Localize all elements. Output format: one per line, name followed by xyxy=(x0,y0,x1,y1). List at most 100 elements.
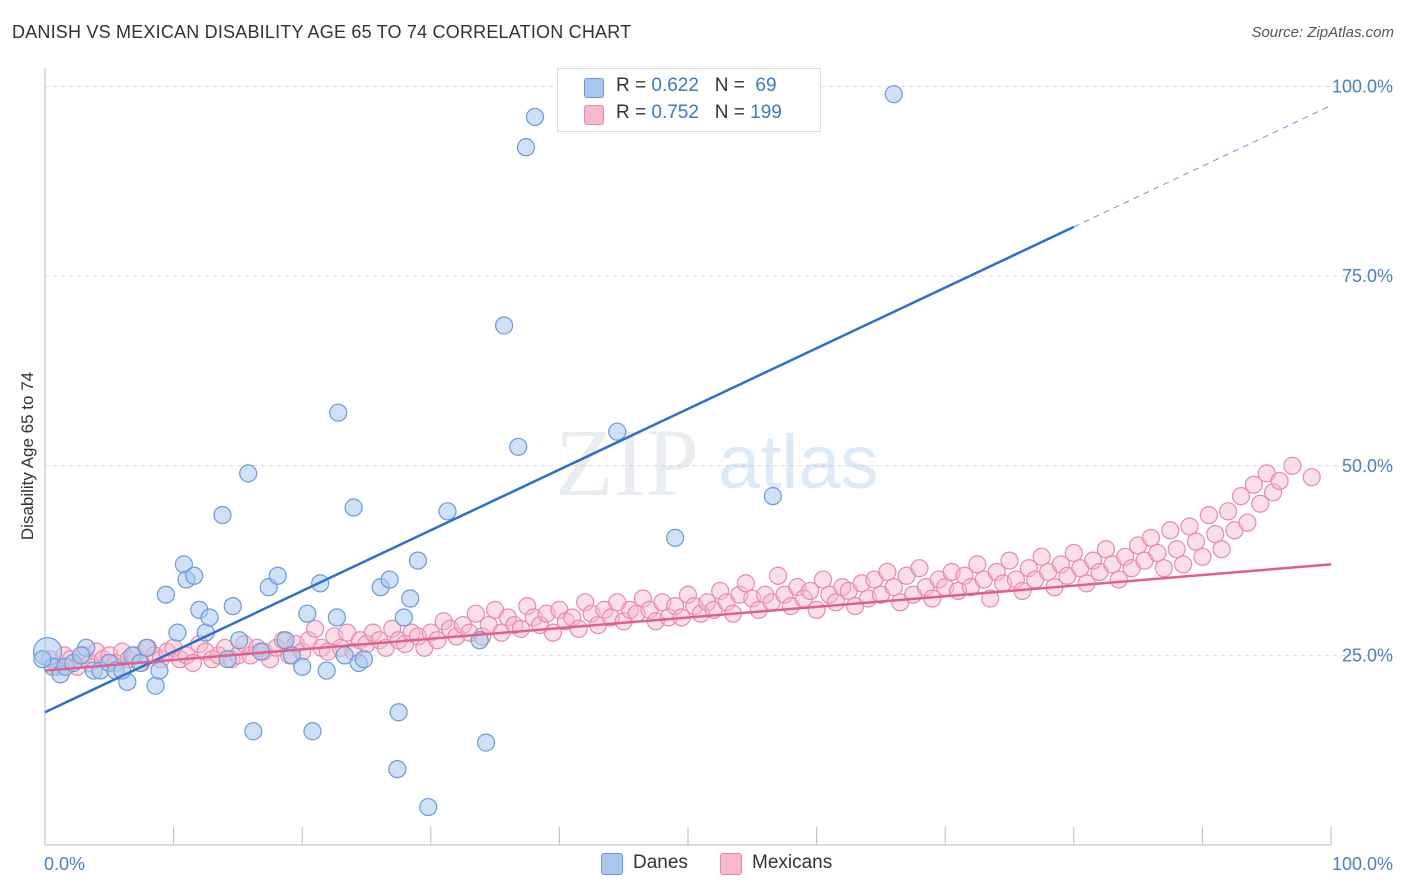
mexicans-point xyxy=(434,612,453,631)
mexicans-point xyxy=(1154,559,1173,578)
danes-point xyxy=(344,498,363,517)
danes-point xyxy=(763,487,782,506)
mexicans-point xyxy=(1186,532,1206,551)
mexicans-point xyxy=(466,604,485,623)
y-tick-label: 50.0% xyxy=(1342,456,1393,476)
mexicans-point xyxy=(955,566,974,585)
danes-point xyxy=(419,797,438,817)
danes-point xyxy=(268,566,287,585)
mexicans-point xyxy=(756,585,775,604)
danes-point xyxy=(525,107,545,127)
x-tick-label: 0.0% xyxy=(44,854,85,874)
mexicans-point xyxy=(1109,570,1128,589)
mexicans-point xyxy=(428,631,447,650)
correlation-legend: R = 0.622 N = 69 R = 0.752 N = 199 xyxy=(557,68,821,132)
chart-title: DANISH VS MEXICAN DISABILITY AGE 65 TO 7… xyxy=(12,22,632,42)
mexicans-point xyxy=(421,623,440,642)
mexicans-point xyxy=(1219,502,1238,521)
danes-point xyxy=(230,631,249,650)
mexicans-point xyxy=(511,619,530,638)
source-label: Source: ZipAtlas.com xyxy=(1251,24,1394,41)
danes-point xyxy=(394,608,413,627)
danes-point xyxy=(380,570,399,589)
danes-points xyxy=(32,77,903,817)
mexicans-point xyxy=(1251,494,1270,513)
axes xyxy=(44,68,1332,846)
mexicans-point xyxy=(768,566,788,585)
watermark-atlas: atlas xyxy=(718,420,879,505)
danes-point xyxy=(389,703,408,722)
legend-r-label: R = xyxy=(616,75,652,96)
series-label-mexicans: Mexicans xyxy=(752,852,833,873)
mexicans-point xyxy=(1174,555,1193,574)
danes-point xyxy=(354,650,374,669)
mexicans-point xyxy=(363,623,383,642)
mexicans-point xyxy=(981,589,1000,608)
mexicans-point xyxy=(1199,505,1218,525)
mexicans-point xyxy=(498,608,518,627)
series-swatch-danes xyxy=(601,853,623,875)
legend-swatch-danes xyxy=(584,78,604,98)
danes-point xyxy=(244,722,263,741)
mexicans-point xyxy=(698,593,717,612)
mexicans-trend-line xyxy=(44,563,1332,672)
danes-point xyxy=(495,316,514,335)
mexicans-point xyxy=(884,578,903,597)
mexicans-point xyxy=(576,593,595,612)
mexicans-point xyxy=(383,619,402,638)
danes-point xyxy=(388,760,407,779)
danes-point xyxy=(608,422,627,441)
watermark-zip: ZIP xyxy=(555,409,699,516)
mexicans-point xyxy=(1302,468,1321,487)
mexicans-point xyxy=(1270,471,1289,491)
watermark: ZIP atlas xyxy=(555,409,879,516)
mexicans-point xyxy=(1193,547,1212,566)
mexicans-point xyxy=(305,619,325,638)
tick-labels: 25.0% 50.0% 75.0% 100.0% 0.0% 100.0% xyxy=(44,77,1393,874)
mexicans-point xyxy=(987,562,1006,582)
mexicans-point xyxy=(1212,540,1231,559)
danes-point xyxy=(146,676,165,695)
series-legend: Danes Mexicans xyxy=(0,852,1406,878)
danes-point xyxy=(303,722,322,741)
legend-n-label: N = xyxy=(714,75,751,96)
danes-point xyxy=(239,464,258,483)
y-tick-label: 75.0% xyxy=(1342,266,1393,286)
mexicans-point xyxy=(1006,570,1026,589)
mexicans-point xyxy=(711,581,730,601)
danes-point xyxy=(33,650,52,669)
legend-r-value: 0.622 xyxy=(651,75,699,96)
mexicans-point xyxy=(801,581,820,601)
danes-trend-extension xyxy=(1073,105,1332,228)
mexicans-point xyxy=(1000,551,1019,570)
danes-point xyxy=(666,528,685,547)
danes-point xyxy=(317,661,336,680)
mexicans-point xyxy=(569,619,588,638)
mexicans-point xyxy=(1244,475,1263,494)
danes-point xyxy=(213,505,232,525)
danes-point xyxy=(884,85,903,104)
danes-point xyxy=(438,502,457,521)
legend-n-value: 199 xyxy=(750,102,782,123)
danes-point xyxy=(218,650,237,669)
danes-point xyxy=(293,657,312,676)
y-tick-label: 100.0% xyxy=(1332,77,1393,97)
mexicans-point xyxy=(1141,528,1161,547)
mexicans-point xyxy=(1283,456,1302,475)
mexicans-point xyxy=(633,589,653,608)
y-tick-label: 25.0% xyxy=(1342,645,1393,665)
y-axis-label: Disability Age 65 to 74 xyxy=(18,372,37,540)
danes-point xyxy=(150,661,169,680)
series-swatch-mexicans xyxy=(720,853,742,875)
mexicans-point xyxy=(1148,543,1167,563)
mexicans-point xyxy=(1264,483,1283,502)
mexicans-point xyxy=(968,555,987,574)
danes-trend-line xyxy=(44,225,1075,714)
legend-r-value: 0.752 xyxy=(651,102,699,123)
mexicans-point xyxy=(736,574,755,593)
danes-point xyxy=(298,604,317,623)
legend-text-danes: R = 0.622 N = 69 xyxy=(616,75,777,97)
mexicans-point xyxy=(1167,540,1186,559)
mexicans-point xyxy=(518,596,537,616)
mexicans-point xyxy=(1032,547,1051,566)
